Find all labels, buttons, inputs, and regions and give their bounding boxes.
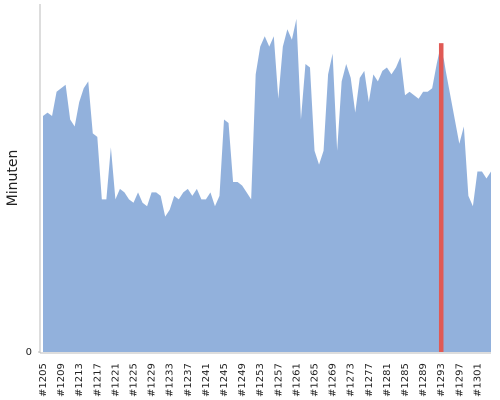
x-tick-label: #1213 bbox=[74, 363, 85, 397]
x-tick-label: #1289 bbox=[418, 363, 429, 397]
x-tick-label: #1229 bbox=[147, 363, 158, 397]
x-tick-label: #1233 bbox=[165, 363, 176, 397]
x-tick-label: #1261 bbox=[291, 363, 302, 397]
area bbox=[43, 18, 491, 352]
x-tick-label: #1225 bbox=[129, 363, 140, 397]
x-tick-label: #1301 bbox=[472, 363, 483, 397]
x-tick-label: #1253 bbox=[255, 363, 266, 397]
x-tick-label: #1277 bbox=[364, 363, 375, 397]
y-axis-label: Minuten bbox=[5, 150, 21, 207]
x-tick-label: #1265 bbox=[310, 363, 321, 397]
x-tick-label: #1205 bbox=[38, 363, 49, 397]
x-tick-label: #1257 bbox=[273, 363, 284, 397]
x-tick-label: #1281 bbox=[382, 363, 393, 397]
x-tick-label: #1241 bbox=[201, 363, 212, 397]
x-tick-label: #1209 bbox=[56, 363, 67, 397]
highlight-bar bbox=[438, 43, 444, 353]
x-tick-label: #1269 bbox=[328, 363, 339, 397]
y-tick-label: 0 bbox=[26, 347, 32, 358]
x-tick-label: #1285 bbox=[400, 363, 411, 397]
x-tick-label: #1217 bbox=[92, 363, 103, 397]
x-tick-label: #1273 bbox=[346, 363, 357, 397]
x-tick-label: #1249 bbox=[237, 363, 248, 397]
x-tick-label: #1237 bbox=[183, 363, 194, 397]
x-tick-label: #1221 bbox=[110, 363, 121, 397]
x-tick-label: #1293 bbox=[436, 363, 447, 397]
x-tick-label: #1297 bbox=[454, 363, 465, 397]
x-tick-label: #1245 bbox=[219, 363, 230, 397]
